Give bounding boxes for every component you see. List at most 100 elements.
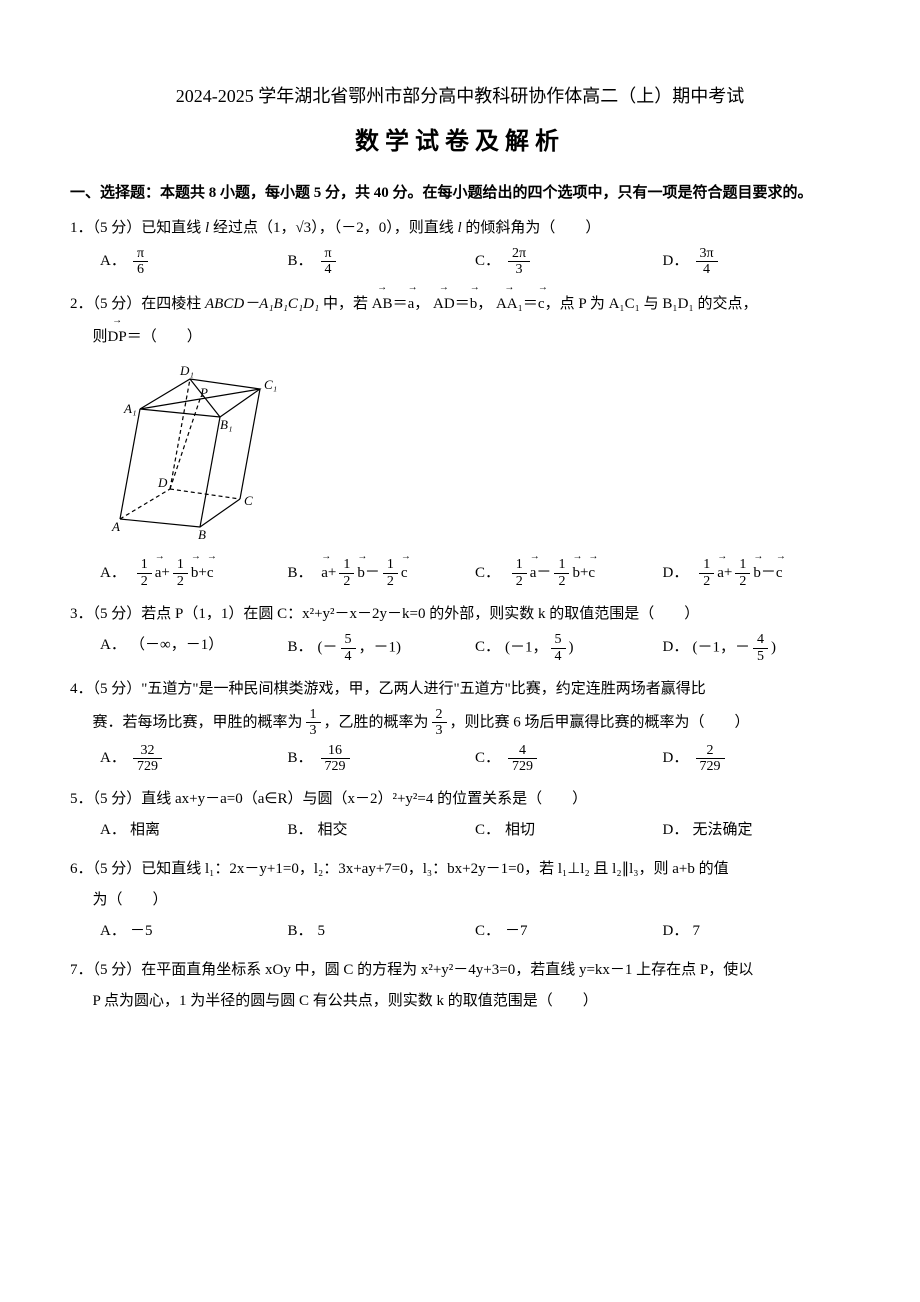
num: 1 [173,557,188,573]
q2-cont: 则DP＝（ ） [70,322,850,351]
sqrt3: √3 [295,220,311,236]
den: 4 [341,649,356,664]
vec-c: c [207,558,214,587]
edge [240,389,260,499]
t: a [155,565,162,581]
den: 3 [432,723,447,738]
den: 2 [512,574,527,589]
t: c [207,565,214,581]
num: 32 [133,743,162,759]
vec-c: c [776,558,783,587]
q1-option-b: B．π4 [288,246,476,278]
lbl-a: A [111,519,120,534]
num: 1 [699,557,714,573]
num: 2π [508,246,530,262]
num: 2 [432,707,447,723]
exam-header: 2024-2025 学年湖北省鄂州市部分高中教科研协作体高二（上）期中考试 [70,80,850,112]
q1-stem: 1．（5 分）已知直线 l 经过点（1，√3），（－2，0），则直线 l 的倾斜… [70,220,600,236]
opt-label: B． [288,634,318,661]
den: 5 [753,649,768,664]
prism-svg: A B C D A₁ B₁ C₁ D₁ P [100,359,300,539]
comma: ， [477,296,492,312]
den: 729 [321,759,350,774]
q1-options: A．π6 B．π4 C．2π3 D．3π4 [70,246,850,278]
num: 1 [137,557,152,573]
opt-label: C． [475,918,505,945]
edge [200,417,220,527]
opt-label: D． [663,634,693,661]
num: π [321,246,336,262]
den: 3 [306,723,321,738]
q6-options: A．－5 B．5 C．－7 D．7 [70,918,850,945]
text: 则 [93,329,108,345]
q6-option-c: C．－7 [475,918,663,945]
opt-label: C． [475,745,505,772]
text: 中，若 [319,296,368,312]
vec-a: a [717,558,724,587]
vec-b: b [753,558,761,587]
den: 3 [508,262,530,277]
den: 2 [735,574,750,589]
vec-a: a [530,558,537,587]
q5-option-a: A．相离 [100,817,288,844]
q4-options: A．32729 B．16729 C．4729 D．2729 [70,743,850,775]
vec-c: c [588,558,595,587]
opt-label: A． [100,817,130,844]
num: 1 [306,707,321,723]
val: （－∞，－1） [130,637,223,653]
t: c [776,565,783,581]
num: 1 [339,557,354,573]
edge-dash [170,379,190,489]
num: 1 [512,557,527,573]
num: π [133,246,148,262]
opt-label: B． [288,248,318,275]
opt-label: D． [663,745,693,772]
text: ＝（ ） [127,329,202,345]
q5-options: A．相离 B．相交 C．相切 D．无法确定 [70,817,850,844]
t: (－ [318,639,338,655]
lbl-c: C [244,493,253,508]
op: + [724,565,732,581]
opt-label: A． [100,918,130,945]
q2-options: A． 12a+12b+c B． a+12b－12c C． 12a－12b+c D… [70,557,850,589]
question-5: 5．（5 分）直线 ax+y－a=0（a∈R）与圆（x－2）²+y²=4 的位置… [70,786,850,813]
op: + [198,565,206,581]
q3-option-c: C．(－1，54) [475,632,663,664]
val: 无法确定 [693,822,753,838]
prism: ABCD－A₁B₁C₁D₁ [205,296,319,312]
t: a [717,565,724,581]
den: 2 [339,574,354,589]
text: ，点 P 为 A₁C₁ 与 B₁D₁ 的交点， [545,296,758,312]
num: 5 [341,632,356,648]
q5-option-c: C．相切 [475,817,663,844]
den: 2 [383,574,398,589]
q2-diagram: A B C D A₁ B₁ C₁ D₁ P [100,359,850,549]
opt-label: B． [288,817,318,844]
vec-b: b [572,558,580,587]
opt-label: A． [100,560,130,587]
opt-label: C． [475,634,505,661]
den: 2 [554,574,569,589]
vec-ad: AD [433,289,455,318]
den: 4 [696,262,718,277]
q5-option-d: D．无法确定 [663,817,851,844]
val: 相切 [505,822,535,838]
den: 2 [173,574,188,589]
text: 的倾斜角为（ ） [462,220,601,236]
q6-cont: 为（ ） [70,887,850,914]
opt-label: B． [288,745,318,772]
q1-option-d: D．3π4 [663,246,851,278]
den: 2 [137,574,152,589]
vec-b: b [191,558,199,587]
opt-label: C． [475,248,505,275]
den: 2 [699,574,714,589]
opt-label: B． [288,918,318,945]
lbl-a1: A₁ [123,401,136,416]
vec-b: b [470,289,478,318]
num: 2 [696,743,725,759]
text: AB [372,296,393,312]
vec-a: a [408,289,415,318]
t: (－1， [505,639,548,655]
t: b [572,565,580,581]
t: ) [569,639,574,655]
